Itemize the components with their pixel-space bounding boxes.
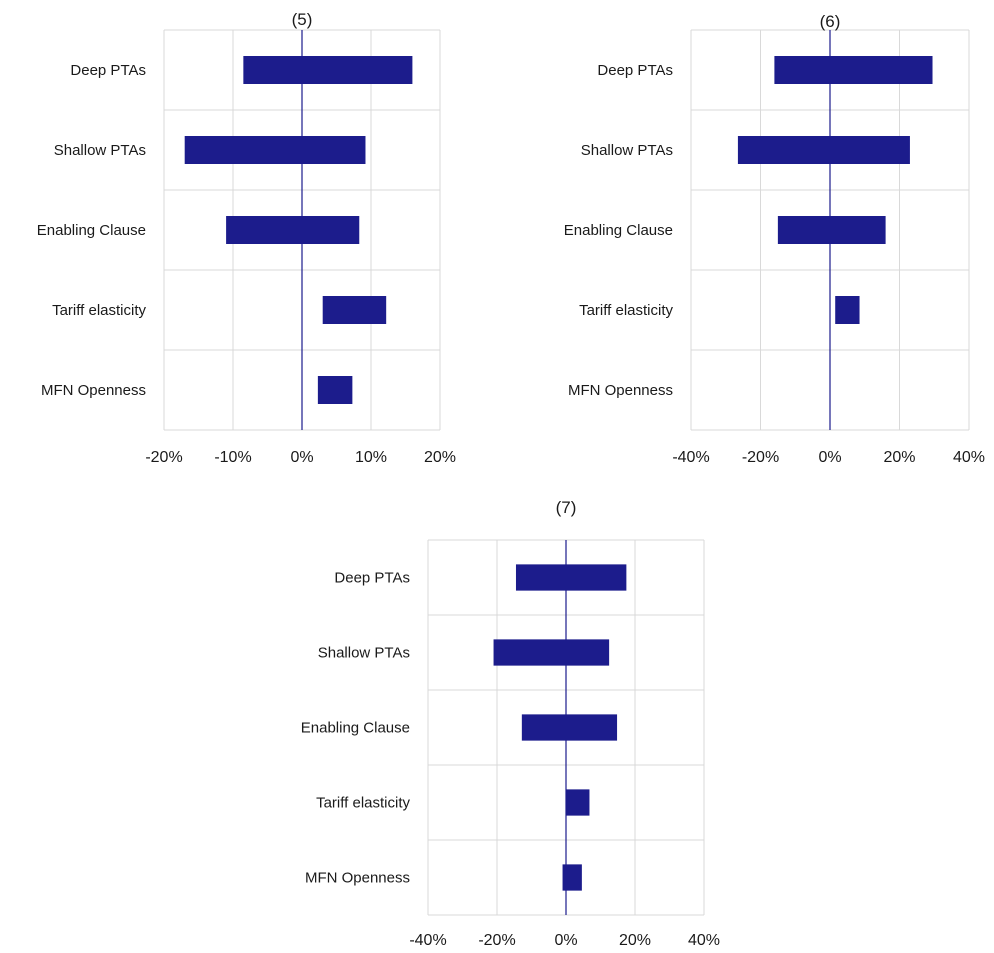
bar-enabling-clause: [521, 714, 618, 741]
bar-shallow-ptas: [737, 136, 910, 164]
x-tick-label: 40%: [688, 932, 720, 948]
chart-panel-5: (5) Deep PTAs Shallow PTAs Enabling Clause…: [0, 0, 480, 480]
chart-6-plot: Deep PTAs Shallow PTAs Enabling Clause Tari…: [564, 29, 985, 466]
bar-enabling-clause: [226, 216, 360, 244]
x-tick-label: 10%: [355, 449, 387, 466]
bar-mfn-openness: [562, 864, 582, 891]
chart-title: (5): [291, 10, 313, 29]
x-tick-label: 20%: [619, 932, 651, 948]
category-label: Tariff elasticity: [316, 795, 410, 812]
bar-tariff-elasticity: [566, 789, 590, 816]
bar-mfn-openness: [317, 376, 353, 404]
x-tick-label: -20%: [742, 449, 779, 466]
x-tick-label: 0%: [554, 932, 577, 948]
category-label: Shallow PTAs: [581, 142, 673, 159]
category-label: Enabling Clause: [564, 222, 673, 239]
category-label: MFN Openness: [568, 382, 673, 399]
x-tick-label: 20%: [883, 449, 915, 466]
bar-deep-ptas: [774, 56, 933, 84]
x-tick-label: 0%: [290, 449, 313, 466]
category-label: Tariff elasticity: [52, 302, 146, 319]
bar-deep-ptas: [515, 564, 627, 591]
x-tick-label: 0%: [818, 449, 841, 466]
category-label: Shallow PTAs: [318, 645, 410, 662]
x-tick-label: 40%: [953, 449, 985, 466]
bar-shallow-ptas: [184, 136, 366, 164]
chart-title: (6): [819, 12, 841, 31]
bar-shallow-ptas: [493, 639, 610, 666]
x-tick-label: -10%: [214, 449, 251, 466]
chart-title: (7): [555, 498, 577, 517]
category-label: Deep PTAs: [334, 570, 410, 587]
category-label: Tariff elasticity: [579, 302, 673, 319]
chart-panel-6: (6) Deep PTAs Shallow PTAs Enabling Clause…: [500, 0, 994, 480]
x-tick-label: -40%: [409, 932, 446, 948]
bar-tariff-elasticity: [835, 296, 860, 324]
category-label: MFN Openness: [41, 382, 146, 399]
chart-5-plot: Deep PTAs Shallow PTAs Enabling Clause Tari…: [37, 29, 456, 466]
category-label: Deep PTAs: [70, 62, 146, 79]
bar-deep-ptas: [243, 56, 413, 84]
x-tick-label: -40%: [672, 449, 709, 466]
category-label: Enabling Clause: [301, 720, 410, 737]
bar-enabling-clause: [777, 216, 886, 244]
x-tick-label: 20%: [424, 449, 456, 466]
category-label: Deep PTAs: [597, 62, 673, 79]
chart-panel-7: (7) Deep PTAs Shallow PTAs Enabling Clause…: [260, 480, 740, 949]
chart-7-plot: Deep PTAs Shallow PTAs Enabling Clause Tari…: [301, 539, 720, 949]
x-tick-label: -20%: [478, 932, 515, 948]
category-label: MFN Openness: [305, 870, 410, 887]
category-label: Enabling Clause: [37, 222, 146, 239]
bar-tariff-elasticity: [322, 296, 387, 324]
category-label: Shallow PTAs: [54, 142, 146, 159]
x-tick-label: -20%: [145, 449, 182, 466]
